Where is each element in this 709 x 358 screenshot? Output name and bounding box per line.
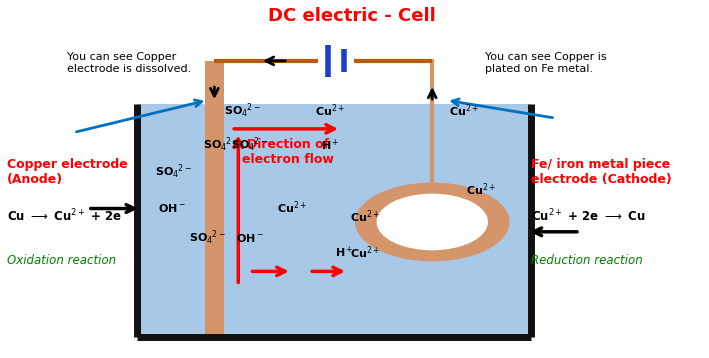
Text: SO$_4$$^{2-}$: SO$_4$$^{2-}$ <box>224 102 261 120</box>
Text: H$^+$: H$^+$ <box>321 137 340 153</box>
Text: SO$_4$$^{2-}$: SO$_4$$^{2-}$ <box>203 136 240 154</box>
Text: OH$^-$: OH$^-$ <box>158 202 186 214</box>
Text: Copper electrode
(Anode): Copper electrode (Anode) <box>7 158 128 185</box>
Text: Cu$^{2+}$: Cu$^{2+}$ <box>350 208 381 225</box>
Circle shape <box>355 183 510 261</box>
Text: Cu $\longrightarrow$ Cu$^{2+}$ + 2e: Cu $\longrightarrow$ Cu$^{2+}$ + 2e <box>7 208 122 224</box>
Text: Direction of
electron flow: Direction of electron flow <box>242 138 334 166</box>
Text: You can see Copper
electrode is dissolved.: You can see Copper electrode is dissolve… <box>67 52 191 73</box>
Text: Cu$^{2+}$: Cu$^{2+}$ <box>449 103 479 119</box>
Bar <box>137 104 530 337</box>
Text: DC electric - Cell: DC electric - Cell <box>267 7 435 25</box>
Text: Cu$^{2+}$: Cu$^{2+}$ <box>350 244 381 261</box>
Text: Cu$^{2+}$: Cu$^{2+}$ <box>316 103 345 119</box>
Bar <box>204 61 224 337</box>
Text: SO$_4$$^{2-}$: SO$_4$$^{2-}$ <box>155 163 192 181</box>
Text: Oxidation reaction: Oxidation reaction <box>7 254 116 267</box>
Text: Cu$^{2+}$: Cu$^{2+}$ <box>277 199 307 216</box>
Text: OH$^-$: OH$^-$ <box>235 232 264 244</box>
Text: Reduction reaction: Reduction reaction <box>530 254 642 267</box>
Circle shape <box>376 194 488 250</box>
Text: Fe/ iron metal piece
electrode (Cathode): Fe/ iron metal piece electrode (Cathode) <box>530 158 671 185</box>
Text: Cu$^{2+}$ + 2e $\longrightarrow$ Cu: Cu$^{2+}$ + 2e $\longrightarrow$ Cu <box>530 208 645 224</box>
Text: You can see Copper is
plated on Fe metal.: You can see Copper is plated on Fe metal… <box>485 52 607 73</box>
Text: SO$_4$$^{2-}$: SO$_4$$^{2-}$ <box>189 229 226 247</box>
Text: H$^+$: H$^+$ <box>335 245 354 260</box>
Text: Cu$^{2+}$: Cu$^{2+}$ <box>467 182 496 198</box>
Text: SO$_4$$^{2-}$: SO$_4$$^{2-}$ <box>231 136 268 154</box>
